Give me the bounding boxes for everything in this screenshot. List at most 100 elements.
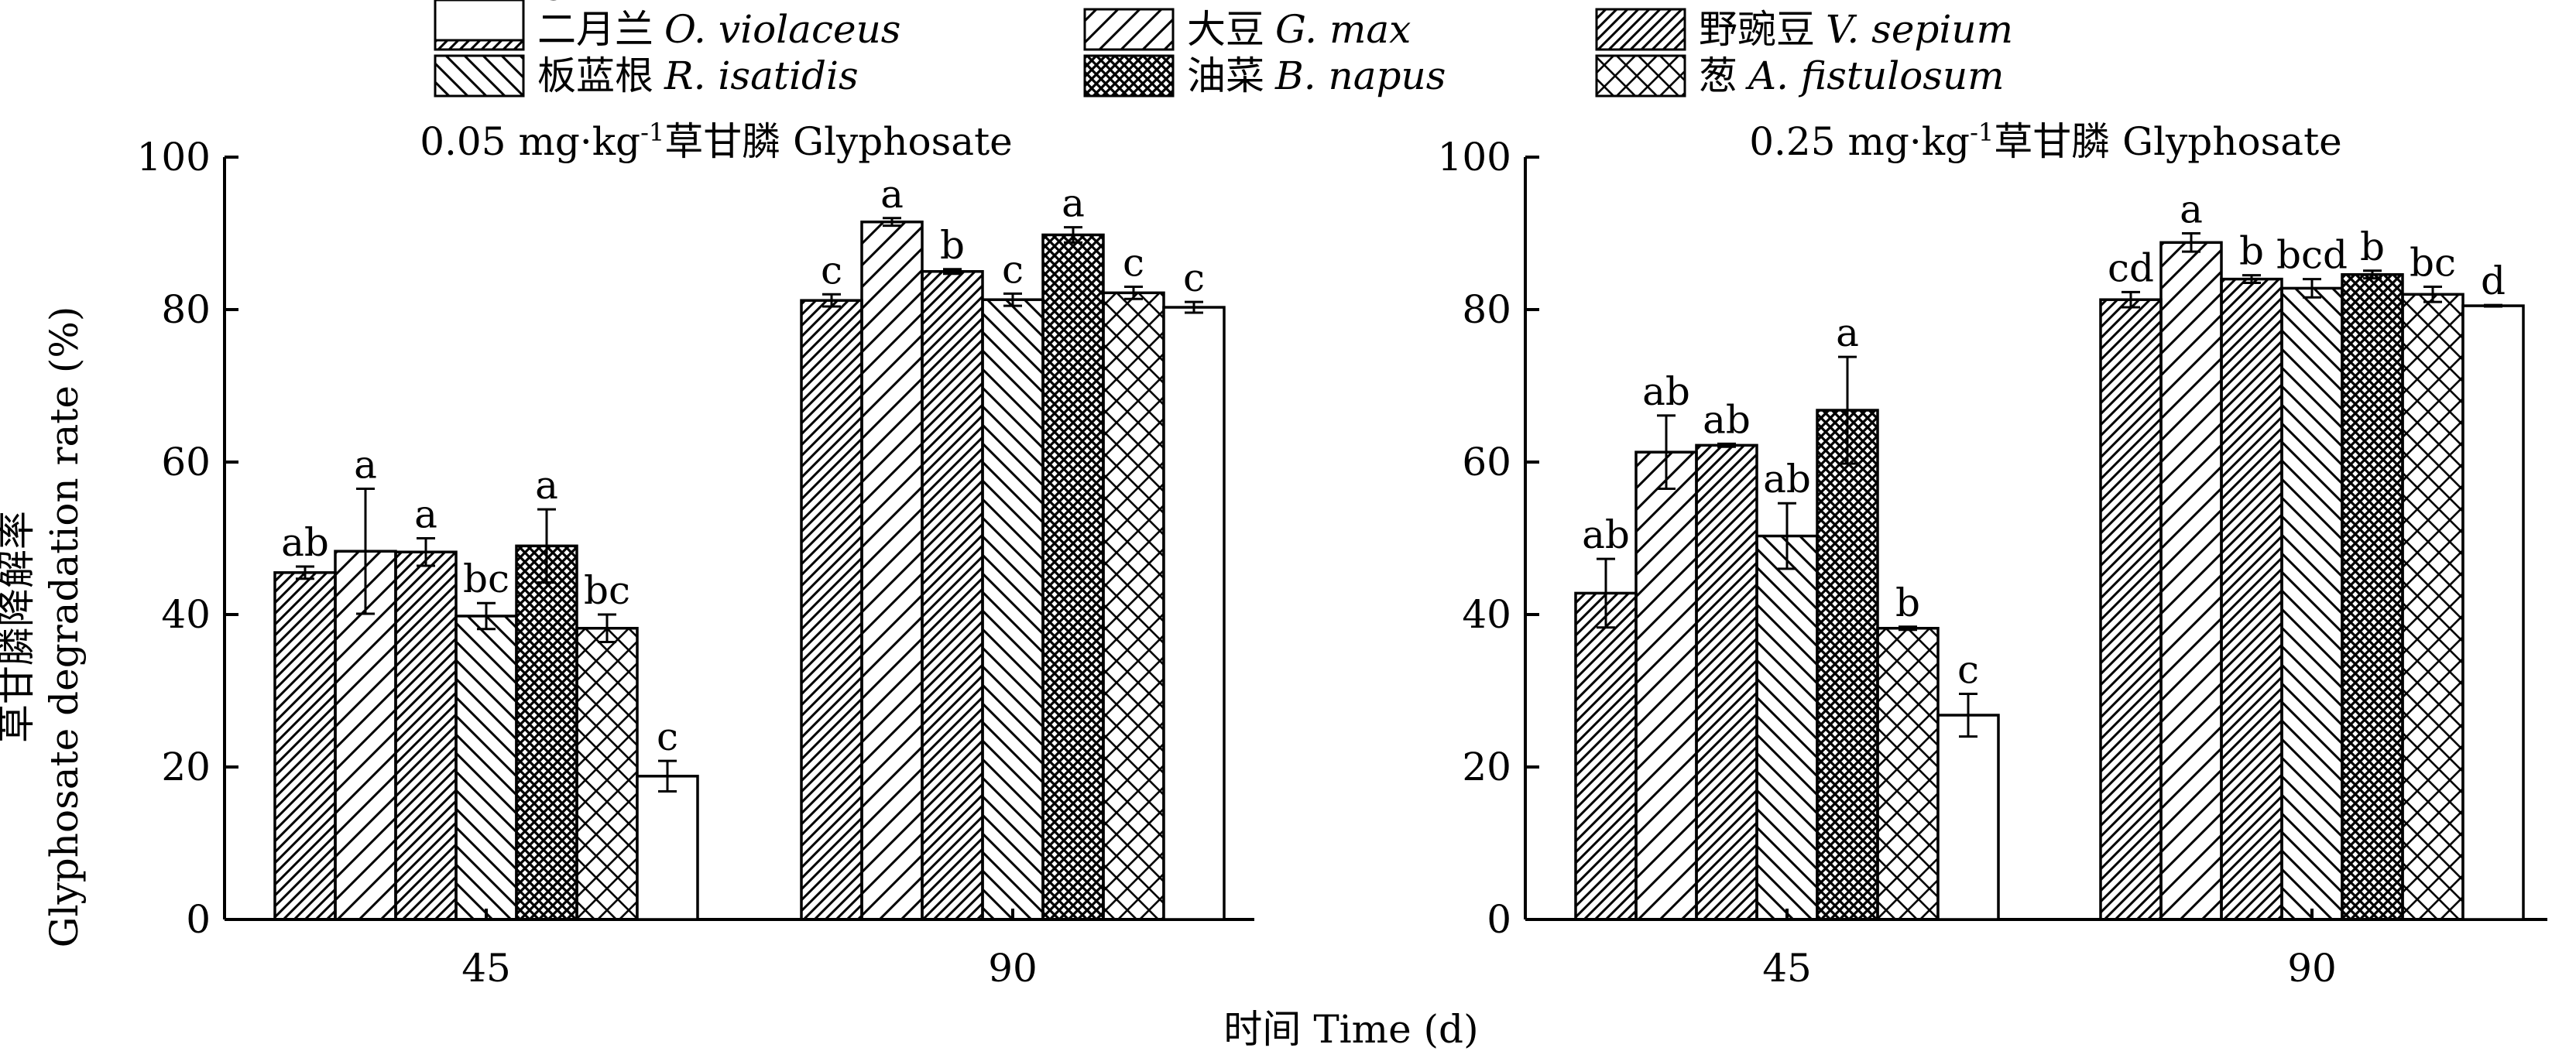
legend-label-zh: 野豌豆: [1699, 7, 1815, 52]
y-tick-label: 60: [1462, 440, 1511, 484]
legend-label: 二月兰 O. violaceus: [537, 7, 900, 52]
x-tick-label: 45: [461, 946, 511, 991]
legend-swatch: [1595, 8, 1686, 51]
x-axis-title: 时间 Time (d): [1223, 1007, 1478, 1052]
bar: [454, 615, 518, 921]
significance-letter: a: [1836, 310, 1859, 355]
legend-label: 大豆 G. max: [1187, 7, 1411, 52]
legend-label: 葱 A. fistulosum: [1699, 53, 2005, 98]
significance-letter: bc: [584, 568, 630, 613]
legend-label-zh: 板蓝根: [537, 53, 653, 98]
panel-low-dose: 0.05 mg·kg-1草甘膦 Glyphosate 0 20 40 60 80 100 45…: [137, 118, 1254, 991]
legend-label: 板蓝根 R. isatidis: [537, 53, 859, 98]
bar: [2280, 286, 2344, 921]
significance-letter: cd: [2108, 245, 2154, 290]
significance-letter: a: [535, 463, 558, 508]
legend-item: 板蓝根 R. isatidis: [434, 53, 859, 98]
bar: [1041, 233, 1105, 921]
legend-label-zh: 葱: [1699, 53, 1737, 98]
legend-swatch: [1083, 8, 1175, 51]
panel-high-dose: 0.25 mg·kg-1草甘膦 Glyphosate 0 20 40 60 80 100 45…: [1438, 118, 2547, 991]
legend-label-zh: 油菜: [1187, 53, 1264, 98]
bar: [981, 298, 1044, 921]
y-tick-label: 0: [1487, 897, 1511, 942]
legend-item: 大豆 G. max: [1083, 7, 1411, 52]
legend-label-zh: 二月兰: [537, 7, 653, 52]
legend-label-sci: R. isatidis: [664, 53, 859, 98]
panel-title: 0.25 mg·kg-1草甘膦 Glyphosate: [1749, 118, 2342, 164]
significance-letter: ab: [1763, 457, 1811, 502]
significance-letter: c: [821, 248, 842, 293]
y-axis-label-zh: 草甘膦降解率: [0, 511, 39, 743]
legend-label-zh: 大豆: [1187, 7, 1264, 52]
y-tick-label: 80: [1462, 287, 1511, 332]
significance-letter: a: [2180, 187, 2203, 232]
legend-label: 野豌豆 V. sepium: [1699, 7, 2013, 52]
significance-letter: c: [1002, 247, 1024, 292]
bar: [2159, 241, 2223, 921]
bar: [1936, 714, 2000, 921]
bar: [2099, 298, 2163, 921]
bar: [860, 220, 924, 921]
bar: [1816, 409, 1879, 921]
y-tick-label: 80: [161, 287, 211, 332]
bar: [273, 571, 337, 921]
significance-letter: ab: [1703, 397, 1751, 442]
legend-label-sci: O. violaceus: [664, 7, 900, 52]
y-tick-label: 40: [161, 592, 211, 637]
y-tick-label: 20: [1462, 745, 1511, 789]
significance-letter: c: [1957, 647, 1979, 692]
legend-label-sci: B. napus: [1274, 53, 1446, 98]
significance-letter: bc: [463, 556, 509, 601]
legend-swatch: [1595, 54, 1686, 98]
significance-letter: b: [2239, 229, 2264, 274]
y-tick-label: 100: [1438, 135, 1511, 180]
legend-swatch: [1083, 54, 1175, 98]
significance-letter: bc: [2410, 240, 2456, 285]
y-tick-label: 60: [161, 440, 211, 484]
bar: [1755, 534, 1819, 921]
bar: [1162, 306, 1226, 921]
significance-letter: b: [1895, 580, 1920, 625]
significance-letter: ab: [1582, 512, 1630, 557]
bar: [1695, 443, 1758, 921]
y-axis-label-en: Glyphosate degradation rate (%): [42, 306, 87, 948]
legend-label-sci: V. sepium: [1826, 7, 2013, 52]
x-tick-label: 45: [1762, 946, 1812, 991]
bar: [2461, 304, 2525, 921]
bar: [575, 626, 639, 921]
legend-label-sci: G. max: [1275, 7, 1411, 52]
bar: [1634, 450, 1698, 921]
significance-letter: ab: [1642, 369, 1690, 414]
bar: [921, 270, 984, 921]
bar: [636, 775, 699, 921]
legend-item: CK: [434, 0, 597, 42]
y-tick-label: 0: [186, 897, 211, 942]
legend-item: 油菜 B. napus: [1083, 53, 1446, 98]
y-tick-label: 20: [161, 745, 211, 789]
significance-letter: a: [354, 442, 377, 487]
y-axis-title: 草甘膦降解率 Glyphosate degradation rate (%): [0, 306, 87, 948]
bar: [1574, 591, 1638, 921]
bar: [2341, 272, 2404, 921]
legend-label: 油菜 B. napus: [1187, 53, 1446, 98]
significance-letter: c: [1183, 255, 1205, 300]
bar: [2401, 293, 2465, 921]
panel-title: 0.05 mg·kg-1草甘膦 Glyphosate: [420, 118, 1013, 164]
significance-letter: a: [880, 172, 904, 217]
significance-letter: c: [1123, 240, 1144, 285]
bar: [800, 299, 863, 921]
legend-swatch: [434, 54, 525, 98]
x-tick-label: 90: [2287, 946, 2337, 991]
significance-letter: d: [2481, 259, 2506, 303]
significance-letter: ab: [281, 520, 329, 565]
y-tick-label: 40: [1462, 592, 1511, 637]
significance-letter: bcd: [2276, 233, 2348, 278]
significance-letter: b: [2360, 224, 2385, 269]
bar: [1876, 626, 1940, 921]
significance-letter: b: [940, 223, 965, 268]
legend-item: 野豌豆 V. sepium: [1595, 7, 2013, 52]
significance-letter: c: [657, 714, 678, 759]
legend-item: 葱 A. fistulosum: [1595, 53, 2005, 98]
